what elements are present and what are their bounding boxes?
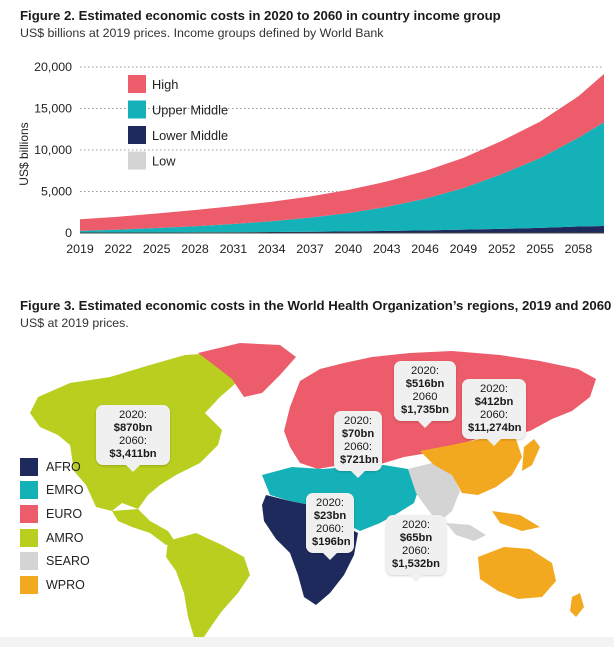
- callout-amro-value-2060: $3,411bn: [109, 448, 157, 460]
- region-wpro-japan: [522, 439, 540, 471]
- callout-afro-value-2060: $196bn: [312, 536, 351, 548]
- x-tick-label: 2052: [488, 242, 516, 256]
- callout-wpro-value-2060: $11,274bn: [468, 422, 522, 434]
- x-tick-label: 2019: [66, 242, 94, 256]
- region-wpro-australia: [478, 547, 556, 599]
- x-tick-label: 2028: [181, 242, 209, 256]
- legend-swatch-low: [128, 151, 146, 170]
- legend-item-emro: EMRO: [20, 479, 90, 503]
- callout-wpro-label-2020: 2020:: [480, 383, 508, 395]
- callout-wpro: 2020: $412bn 2060: $11,274bn: [462, 379, 526, 446]
- legend-item-afro: AFRO: [20, 455, 90, 479]
- legend-item-euro: EURO: [20, 502, 90, 526]
- region-searo-islands: [446, 523, 486, 541]
- callout-euro: 2020: $516bn 2060 $1,735bn: [394, 361, 456, 428]
- legend-label-high: High: [152, 77, 178, 92]
- legend-label-low: Low: [152, 154, 176, 169]
- region-amro-south-america: [166, 533, 250, 637]
- legend-swatch-amro: [20, 528, 38, 547]
- legend-swatch-emro: [20, 481, 38, 500]
- legend-swatch-lower-middle: [128, 126, 146, 144]
- region-wpro-new-zealand: [570, 593, 584, 617]
- x-tick-label: 2034: [258, 242, 286, 256]
- region-amro-central-america: [112, 509, 176, 545]
- callout-euro-label-2020: 2020:: [411, 365, 439, 377]
- region-wpro-pacific-islands: [492, 511, 540, 531]
- legend-swatch-afro: [20, 457, 38, 476]
- legend-label-upper-middle: Upper Middle: [152, 103, 228, 118]
- area-series-upper-middle: [80, 122, 604, 233]
- callout-amro-label-2060: 2060:: [119, 435, 147, 447]
- callout-searo-value-2060: $1,532bn: [392, 558, 440, 570]
- x-tick-label: 2055: [526, 242, 554, 256]
- region-greenland: [198, 343, 296, 397]
- figure2-title: Figure 2. Estimated economic costs in 20…: [20, 8, 501, 23]
- x-tick-label: 2046: [411, 242, 439, 256]
- callout-emro-value-2060: $721bn: [340, 454, 379, 466]
- x-tick-label: 2022: [105, 242, 133, 256]
- legend-swatch-high: [128, 75, 146, 93]
- callout-afro: 2020: $23bn 2060: $196bn: [306, 493, 354, 560]
- callout-amro-value-2020: $870bn: [113, 422, 153, 434]
- callout-searo-value-2020: $65bn: [399, 532, 433, 544]
- y-axis-label: US$ billions: [17, 122, 31, 185]
- callout-emro-value-2020: $70bn: [341, 428, 375, 440]
- x-tick-label: 2049: [450, 242, 478, 256]
- region-wpro-east-asia: [420, 433, 522, 495]
- legend-label-searo: SEARO: [46, 554, 90, 569]
- legend-swatch-upper-middle: [128, 100, 146, 119]
- area-chart: 0 5,000 10,000 15,000 20,000 US$ billions 2019…: [17, 60, 604, 256]
- legend-label-emro: EMRO: [46, 483, 84, 498]
- legend-item-searo: SEARO: [20, 549, 90, 573]
- area-chart-panel: 0 5,000 10,000 15,000 20,000 US$ billions 2019…: [0, 49, 614, 274]
- region-searo: [408, 463, 460, 523]
- y-tick-label: 0: [65, 226, 72, 240]
- callout-wpro-value-2020: $412bn: [474, 396, 514, 408]
- x-tick-label: 2040: [335, 242, 363, 256]
- callout-afro-label-2060: 2060:: [316, 523, 344, 535]
- callout-euro-value-2020: $516bn: [405, 378, 445, 390]
- callout-euro-label-2060: 2060: [412, 391, 438, 403]
- area-series-high: [80, 74, 604, 231]
- y-tick-label: 15,000: [34, 102, 72, 116]
- callout-searo: 2020: $65bn 2060: $1,532bn: [386, 515, 446, 582]
- legend-label-euro: EURO: [46, 506, 83, 521]
- callout-searo-label-2060: 2060:: [402, 545, 430, 557]
- bottom-strip: [0, 637, 614, 647]
- callout-afro-label-2020: 2020:: [316, 497, 344, 509]
- x-tick-label: 2037: [296, 242, 324, 256]
- x-tick-label: 2031: [220, 242, 248, 256]
- legend-label-amro: AMRO: [46, 530, 84, 545]
- legend-swatch-searo: [20, 552, 38, 571]
- legend-swatch-euro: [20, 504, 38, 523]
- map-legend: AFRO EMRO EURO AMRO SEARO WPRO: [20, 455, 90, 597]
- figure3-subtitle: US$ at 2019 prices.: [20, 316, 129, 330]
- callout-searo-label-2020: 2020:: [402, 519, 430, 531]
- area-series-lower-middle: [80, 225, 604, 233]
- callout-emro-label-2020: 2020:: [344, 415, 372, 427]
- legend-label-wpro: WPRO: [46, 577, 85, 592]
- legend-item-wpro: WPRO: [20, 573, 90, 597]
- legend-label-afro: AFRO: [46, 459, 81, 474]
- x-tick-label: 2025: [143, 242, 171, 256]
- legend-swatch-wpro: [20, 575, 38, 594]
- callout-amro-label-2020: 2020:: [119, 409, 147, 421]
- legend-label-lower-middle: Lower Middle: [152, 128, 228, 143]
- y-tick-label: 5,000: [41, 185, 72, 199]
- callout-euro-value-2060: $1,735bn: [401, 404, 449, 416]
- figure2-subtitle: US$ billions at 2019 prices. Income grou…: [20, 26, 384, 40]
- callout-wpro-label-2060: 2060:: [480, 409, 508, 421]
- x-tick-label: 2043: [373, 242, 401, 256]
- figure3-title: Figure 3. Estimated economic costs in th…: [20, 298, 612, 313]
- x-tick-label: 2058: [565, 242, 593, 256]
- callout-amro: 2020: $870bn 2060: $3,411bn: [96, 405, 170, 472]
- world-map-panel: AFRO EMRO EURO AMRO SEARO WPRO 2020: $87…: [0, 335, 614, 647]
- callout-emro: 2020: $70bn 2060: $721bn: [334, 411, 382, 478]
- callout-emro-label-2060: 2060:: [344, 441, 372, 453]
- legend-item-amro: AMRO: [20, 526, 90, 550]
- y-tick-label: 20,000: [34, 60, 72, 74]
- y-tick-label: 10,000: [34, 143, 72, 157]
- callout-afro-value-2020: $23bn: [313, 510, 347, 522]
